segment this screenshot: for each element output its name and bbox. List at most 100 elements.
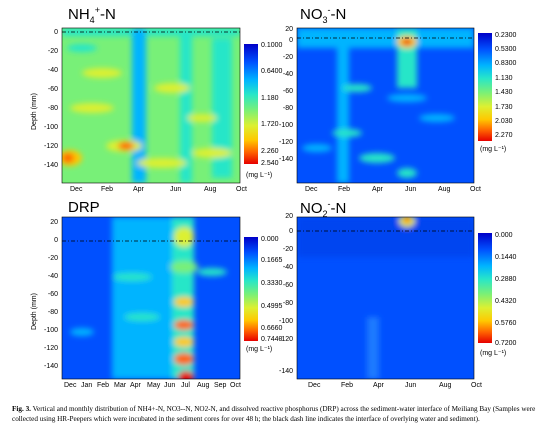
xtick: Feb	[338, 186, 351, 193]
ytick: -20	[282, 54, 293, 61]
xtick: Dec	[308, 382, 321, 389]
xtick: Oct	[230, 382, 241, 389]
colorbar-tick: 0.5760	[495, 320, 517, 327]
xtick: Sep	[214, 382, 227, 389]
colorbar-tick: 0.000	[495, 232, 513, 239]
ytick: 20	[285, 213, 293, 220]
colorbar-tick: 0.2880	[495, 276, 517, 283]
colorbar-drp	[244, 237, 258, 341]
colorbar-tick: 1.180	[261, 95, 279, 102]
panel-title-nh4: NH4+-N	[68, 5, 116, 25]
panel-title-no3: NO3--N	[300, 5, 347, 25]
xtick: Jul	[181, 382, 190, 389]
ytick: -40	[47, 273, 58, 280]
xtick: May	[147, 382, 161, 389]
heatmap-no2	[296, 216, 475, 380]
ytick: -80	[47, 105, 58, 112]
xtick: Aug	[197, 382, 210, 389]
colorbar-no3	[478, 33, 492, 141]
xtick: Jun	[164, 382, 176, 389]
ytick: -80	[282, 300, 293, 307]
colorbar-tick: 1.430	[495, 89, 513, 96]
xtick: Jun	[170, 186, 182, 193]
ytick: -40	[282, 71, 293, 78]
colorbar-tick: 0.1000	[261, 42, 283, 49]
xtick: Jun	[405, 382, 417, 389]
ytick: -120	[278, 139, 293, 146]
colorbar-tick: 0.7440	[261, 336, 283, 343]
ytick: -80	[282, 105, 293, 112]
colorbar-tick: 1.720	[261, 121, 279, 128]
ytick: -100	[278, 122, 293, 129]
panel-title-no2: NO2--N	[300, 199, 347, 219]
ytick: -20	[47, 48, 58, 55]
colorbar-tick: 2.030	[495, 118, 513, 125]
colorbar-tick: 0.4995	[261, 303, 283, 310]
ytick: -120	[278, 336, 293, 343]
ytick: -20	[47, 255, 58, 262]
ytick: 20	[50, 219, 58, 226]
colorbar-unit: (mg L⁻¹)	[480, 146, 507, 153]
colorbar-nh4	[244, 44, 258, 164]
xtick: Oct	[236, 186, 247, 193]
xtick: Oct	[470, 186, 481, 193]
xtick: Dec	[64, 382, 77, 389]
xtick: Apr	[133, 186, 144, 193]
ytick: 20	[285, 26, 293, 33]
colorbar-tick: 0.3330	[261, 280, 283, 287]
ytick: -100	[278, 318, 293, 325]
xtick: Jan	[81, 382, 93, 389]
colorbar-tick: 0.8300	[495, 60, 517, 67]
ytick: -100	[43, 124, 58, 131]
colorbar-tick: 0.5300	[495, 46, 517, 53]
xtick: Feb	[101, 186, 114, 193]
ytick: -120	[43, 143, 58, 150]
ytick: -60	[282, 88, 293, 95]
figure-label: Fig. 3.	[12, 405, 31, 413]
colorbar-tick: 0.4320	[495, 298, 517, 305]
heatmap-nh4	[61, 27, 241, 184]
colorbar-tick: 0.1665	[261, 257, 283, 264]
ytick: -60	[47, 86, 58, 93]
ytick: -80	[47, 309, 58, 316]
ytick: -20	[282, 246, 293, 253]
ytick: -40	[47, 67, 58, 74]
ytick: -100	[43, 327, 58, 334]
colorbar-unit: (mg L⁻¹)	[480, 350, 507, 357]
ytick: -140	[278, 368, 293, 375]
xtick: Feb	[97, 382, 110, 389]
heatmap-drp	[61, 216, 241, 380]
ytick: -60	[282, 282, 293, 289]
ytick: -40	[282, 264, 293, 271]
xtick: Dec	[70, 186, 83, 193]
ytick: 0	[289, 37, 293, 44]
colorbar-tick: 0.6660	[261, 325, 283, 332]
figure-caption: Fig. 3. Vertical and monthly distributio…	[12, 405, 544, 424]
ytick: -140	[43, 363, 58, 370]
xtick: Jun	[405, 186, 417, 193]
xtick: Apr	[130, 382, 141, 389]
colorbar-tick: 0.7200	[495, 340, 517, 347]
xtick: Aug	[204, 186, 217, 193]
colorbar-tick: 1.130	[495, 75, 513, 82]
figure-caption-text: Vertical and monthly distribution of NH4…	[12, 405, 536, 423]
panel-title-drp: DRP	[68, 199, 100, 216]
ytick: 0	[289, 228, 293, 235]
ytick: -60	[47, 291, 58, 298]
colorbar-tick: 0.6400	[261, 68, 283, 75]
xtick: Aug	[438, 186, 451, 193]
ytick: -120	[43, 345, 58, 352]
colorbar-tick: 0.000	[261, 236, 279, 243]
xtick: Apr	[372, 186, 383, 193]
xtick: Aug	[439, 382, 452, 389]
xtick: Oct	[471, 382, 482, 389]
xtick: Apr	[373, 382, 384, 389]
colorbar-tick: 2.270	[495, 132, 513, 139]
colorbar-no2	[478, 233, 492, 343]
colorbar-tick: 0.2300	[495, 32, 517, 39]
xtick: Feb	[341, 382, 354, 389]
ytick: -140	[278, 156, 293, 163]
heatmap-no3	[296, 27, 475, 184]
colorbar-tick: 2.260	[261, 148, 279, 155]
ytick: 0	[54, 237, 58, 244]
